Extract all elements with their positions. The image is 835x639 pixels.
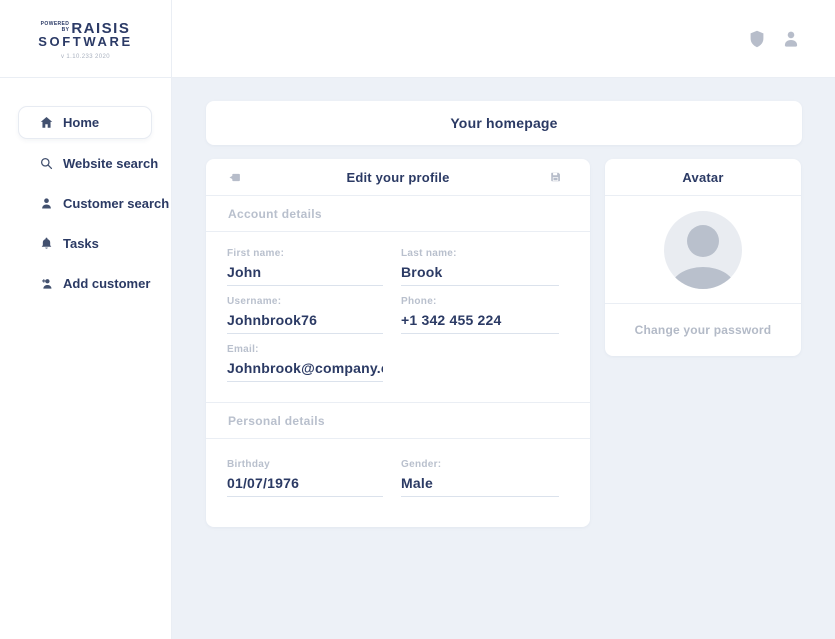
field-row: Email: bbox=[227, 344, 575, 382]
edit-profile-card: Edit your profile Account details First … bbox=[206, 159, 590, 527]
user-plus-icon bbox=[39, 276, 54, 291]
avatar-head-shape bbox=[687, 224, 719, 257]
section-personal-details: Personal details bbox=[206, 403, 590, 439]
gender-label: Gender: bbox=[401, 459, 442, 470]
email-input[interactable] bbox=[227, 360, 383, 382]
change-password-link[interactable]: Change your password bbox=[634, 323, 772, 337]
sidebar: POWERED BY RAISIS SOFTWARE v 1.10.233 202… bbox=[0, 0, 172, 639]
logo-brand-top: RAISIS bbox=[71, 19, 131, 37]
user-icon bbox=[39, 196, 54, 211]
back-icon[interactable] bbox=[228, 171, 241, 184]
birthday-field: Birthday bbox=[227, 459, 401, 497]
avatar-shoulders-shape bbox=[671, 266, 735, 289]
sidebar-item-tasks[interactable]: Tasks bbox=[0, 223, 171, 263]
sidebar-item-customer-search[interactable]: Customer search bbox=[0, 183, 171, 223]
avatar[interactable] bbox=[664, 210, 742, 289]
search-icon bbox=[39, 156, 54, 171]
phone-label: Phone: bbox=[401, 296, 437, 307]
last-name-field: Last name: bbox=[401, 248, 575, 286]
topbar bbox=[172, 0, 835, 78]
last-name-label: Last name: bbox=[401, 248, 457, 259]
edit-profile-title: Edit your profile bbox=[346, 169, 450, 185]
page-title: Your homepage bbox=[450, 115, 558, 131]
field-row: First name: Last name: bbox=[227, 248, 575, 286]
sidebar-item-label: Home bbox=[63, 115, 100, 130]
first-name-field: First name: bbox=[227, 248, 401, 286]
avatar-card: Avatar Change your password bbox=[605, 159, 801, 356]
phone-field: Phone: bbox=[401, 296, 575, 334]
last-name-input[interactable] bbox=[401, 264, 559, 286]
sidebar-item-website-search[interactable]: Website search bbox=[0, 143, 171, 183]
first-name-input[interactable] bbox=[227, 264, 383, 286]
sidebar-item-label: Website search bbox=[63, 155, 159, 171]
first-name-label: First name: bbox=[227, 248, 285, 259]
birthday-input[interactable] bbox=[227, 475, 383, 497]
shield-icon[interactable] bbox=[747, 29, 767, 49]
personal-fields: Birthday Gender: bbox=[206, 439, 590, 527]
sidebar-nav: Home Website search Customer search Task… bbox=[0, 78, 171, 303]
avatar-body bbox=[605, 196, 801, 304]
cards-row: Edit your profile Account details First … bbox=[206, 159, 802, 527]
field-row: Birthday Gender: bbox=[227, 459, 575, 497]
content-area: Your homepage Edit your profile Account bbox=[172, 0, 835, 639]
username-input[interactable] bbox=[227, 312, 383, 334]
app-logo: POWERED BY RAISIS SOFTWARE v 1.10.233 202… bbox=[0, 0, 171, 78]
save-icon[interactable] bbox=[549, 171, 562, 184]
field-row: Username: Phone: bbox=[227, 296, 575, 334]
logo-brand-bottom: SOFTWARE bbox=[38, 34, 133, 50]
gender-input[interactable] bbox=[401, 475, 559, 497]
email-field: Email: bbox=[227, 344, 417, 382]
bell-icon bbox=[39, 236, 54, 251]
avatar-card-header: Avatar bbox=[605, 159, 801, 196]
avatar-card-title: Avatar bbox=[682, 169, 724, 185]
sidebar-item-home[interactable]: Home bbox=[18, 106, 152, 139]
birthday-label: Birthday bbox=[227, 459, 270, 470]
sidebar-item-label: Customer search bbox=[63, 195, 170, 211]
account-fields: First name: Last name: Username: bbox=[206, 232, 590, 403]
username-field: Username: bbox=[227, 296, 401, 334]
sidebar-item-label: Tasks bbox=[63, 235, 99, 251]
app-version: v 1.10.233 2020 bbox=[60, 53, 111, 60]
email-label: Email: bbox=[227, 344, 259, 355]
edit-profile-header: Edit your profile bbox=[206, 159, 590, 196]
logo-powered-by: POWERED BY bbox=[40, 21, 70, 34]
user-icon[interactable] bbox=[781, 29, 801, 49]
main-panel: Your homepage Edit your profile Account bbox=[172, 78, 835, 639]
phone-input[interactable] bbox=[401, 312, 559, 334]
section-account-details: Account details bbox=[206, 196, 590, 232]
sidebar-item-add-customer[interactable]: Add customer bbox=[0, 263, 171, 303]
gender-field: Gender: bbox=[401, 459, 575, 497]
homepage-card: Your homepage bbox=[206, 101, 802, 145]
username-label: Username: bbox=[227, 296, 282, 307]
home-icon bbox=[39, 115, 54, 130]
sidebar-item-label: Add customer bbox=[63, 275, 151, 291]
avatar-footer: Change your password bbox=[605, 304, 801, 356]
